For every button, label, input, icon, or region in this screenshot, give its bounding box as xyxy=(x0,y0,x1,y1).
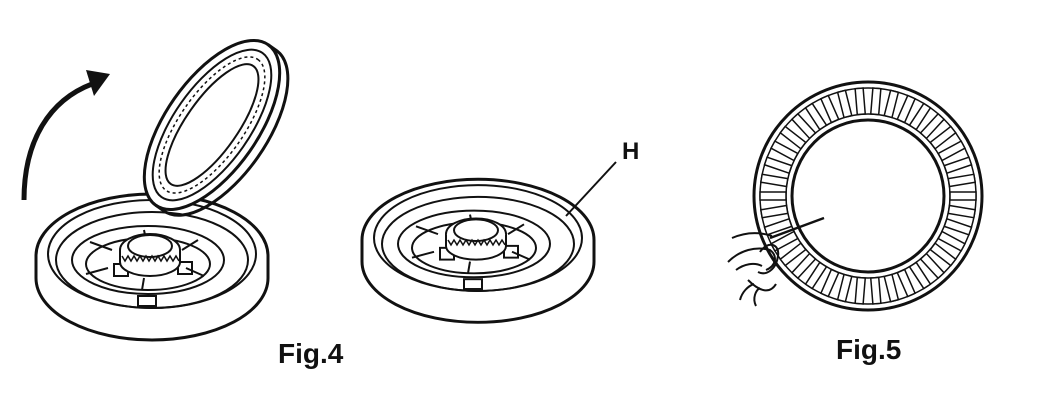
lift-arrow xyxy=(21,70,110,201)
fig4-base-open xyxy=(34,192,270,342)
figure-caption-fig4: Fig.4 xyxy=(278,338,344,369)
needle-roller xyxy=(908,261,932,290)
needle-roller xyxy=(770,140,799,162)
needle-roller xyxy=(759,191,787,201)
needle-roller xyxy=(763,156,793,175)
needle-roller xyxy=(854,87,867,116)
needle-roller xyxy=(943,156,973,175)
needle-roller xyxy=(908,102,932,131)
needle-roller xyxy=(949,191,977,201)
needle-roller xyxy=(836,273,853,303)
needle-roller xyxy=(759,173,789,188)
needle-roller xyxy=(943,217,973,236)
needle-roller xyxy=(869,87,882,116)
needle-roller xyxy=(869,276,882,305)
needle-roller xyxy=(937,230,966,252)
needle-roller xyxy=(779,125,807,150)
needle-roller xyxy=(896,94,917,124)
callout-leader-line xyxy=(565,161,617,217)
needle-roller xyxy=(947,204,977,219)
hand-with-pin xyxy=(727,216,825,307)
needle-roller xyxy=(919,252,946,280)
fig4-base-closed xyxy=(360,177,596,324)
needle-roller xyxy=(790,112,817,140)
needle-roller xyxy=(819,94,840,124)
callout-label-h: H xyxy=(622,138,640,165)
needle-roller xyxy=(883,89,900,119)
needle-roller xyxy=(763,217,793,236)
figure-caption-fig5: Fig.5 xyxy=(836,334,902,365)
needle-roller xyxy=(919,112,946,140)
needle-roller xyxy=(804,261,828,290)
needle-roller xyxy=(896,268,917,298)
needle-roller xyxy=(819,268,840,298)
needle-roller xyxy=(790,252,817,280)
needle-roller xyxy=(759,204,789,219)
needle-roller xyxy=(779,242,807,267)
needle-roller xyxy=(929,242,957,267)
fig4-lid-tilted xyxy=(142,38,290,217)
needle-roller xyxy=(804,102,828,131)
needle-roller xyxy=(836,89,853,119)
needle-roller xyxy=(770,230,799,252)
needle-roller xyxy=(883,273,900,303)
needle-roller xyxy=(947,173,977,188)
needle-roller xyxy=(937,140,966,162)
needle-roller xyxy=(929,125,957,150)
needle-roller xyxy=(854,276,867,305)
bearing-ring xyxy=(752,80,984,312)
